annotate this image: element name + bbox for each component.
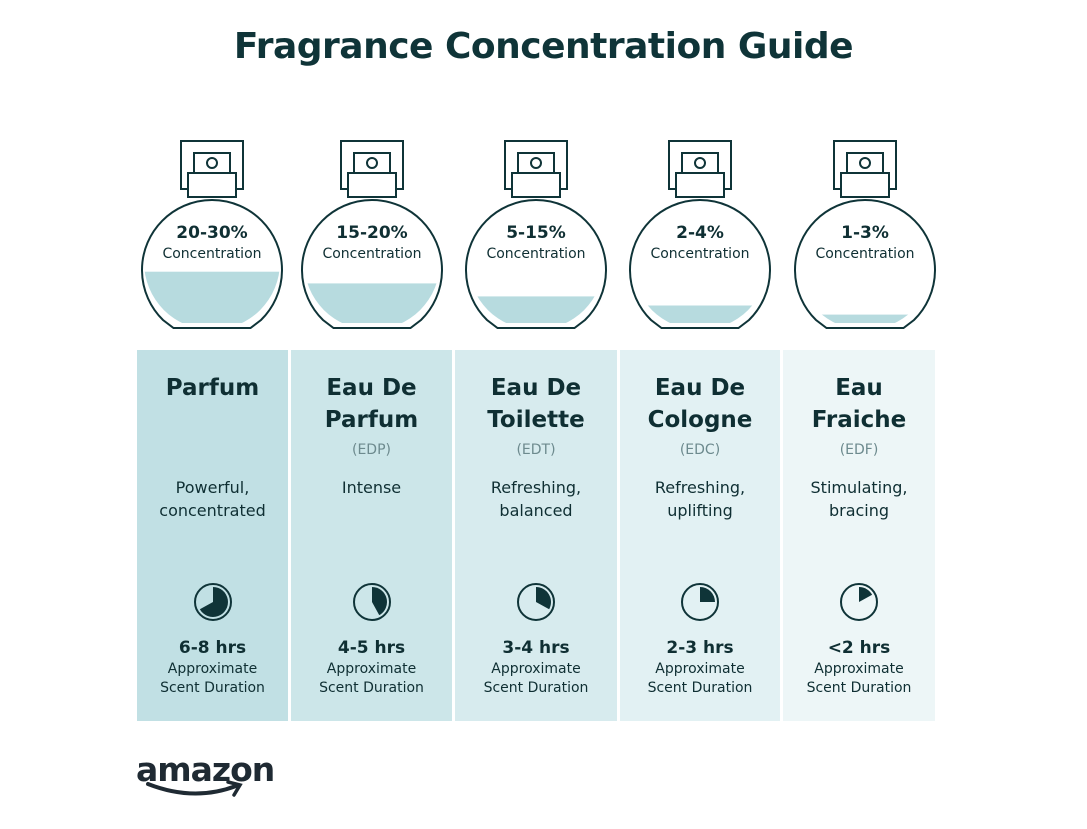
description-line: balanced [499,501,573,520]
type-name: Eau De Toilette [455,372,617,436]
concentration-label: Concentration [486,246,586,262]
type-description: Intense [291,476,452,499]
type-abbreviation: (EDP) [352,442,391,458]
concentration-value: 2-4% [676,223,724,243]
description-line: Refreshing, [654,478,746,497]
description-line: concentrated [159,501,266,520]
liquid-level [632,305,768,323]
type-name-line: Toilette [487,407,585,433]
duration-label-line: Scent Duration [483,680,589,696]
duration-value: 4-5 hrs [337,638,406,658]
duration-label-line: Approximate [814,661,904,677]
type-column-3: Eau De Toilette (EDT) Refreshing, balanced… [455,350,617,721]
amazon-logo: amazon [136,750,275,797]
description-line: bracing [828,501,890,520]
type-name-line: Eau De [490,375,582,401]
concentration-value: 1-3% [841,223,889,243]
duration-label-line: Scent Duration [160,680,265,696]
duration-label: Approximate Scent Duration [620,660,780,698]
bottle-icon [301,140,443,329]
concentration-value: 20-30% [176,223,248,243]
clock-icon [681,583,719,621]
bottle-4: 2-4% Concentration [620,135,780,335]
duration-value: 2-3 hrs [666,638,734,658]
duration-label: Approximate Scent Duration [783,660,935,698]
bottle-2: 15-20% Concentration [292,135,452,335]
clock-icon [840,583,878,621]
description-line: uplifting [667,501,733,520]
type-column-5: Eau Fraiche (EDF) Stimulating, bracing <2 … [783,350,935,721]
bottle-3: 5-15% Concentration [456,135,616,335]
type-abbreviation: (EDF) [839,442,879,458]
bottle-icon [141,140,283,329]
type-description: Stimulating, bracing [783,476,935,522]
liquid-level [797,314,933,323]
duration-label-line: Approximate [167,661,258,677]
type-column-4: Eau De Cologne (EDC) Refreshing, uplifting… [620,350,780,721]
type-name-line: Eau [835,375,883,401]
type-column-1: Parfum Powerful, concentrated 6-8 hrs App… [137,350,288,721]
clock-icon [517,583,555,621]
smile-arrow-icon [146,780,243,797]
duration-label-line: Scent Duration [647,680,753,696]
type-name: Eau De Cologne [620,372,780,436]
type-name: Parfum [137,372,288,404]
type-name-line: Parfum [165,375,260,401]
concentration-label: Concentration [650,246,750,262]
type-name: Eau Fraiche [783,372,935,436]
type-description: Refreshing, uplifting [620,476,780,522]
description-line: Intense [341,478,402,497]
duration-label-line: Approximate [655,661,745,677]
bottle-icon [794,140,936,329]
concentration-value: 5-15% [506,223,566,243]
liquid-level [144,271,280,323]
concentration-label: Concentration [815,246,915,262]
type-name-line: Eau De [654,375,746,401]
description-line: Powerful, [175,478,250,497]
type-name-line: Eau De [326,375,417,401]
duration-label: Approximate Scent Duration [137,660,288,698]
duration-value: <2 hrs [827,638,891,658]
type-abbreviation: (EDC) [679,442,721,458]
bottle-icon [629,140,771,329]
duration-label-line: Scent Duration [319,680,424,696]
clock-icon [193,583,232,621]
duration-label-line: Approximate [491,661,581,677]
type-abbreviation: (EDT) [516,442,556,458]
liquid-level [304,283,440,323]
type-description: Powerful, concentrated [137,476,288,522]
duration-label-line: Approximate [326,661,417,677]
bottle-1: 20-30% Concentration [132,135,292,335]
type-name-line: Cologne [647,407,753,433]
duration-label-line: Scent Duration [806,680,912,696]
duration-label: Approximate Scent Duration [291,660,452,698]
duration-value: 6-8 hrs [178,638,247,658]
type-name-line: Parfum [324,407,419,433]
concentration-label: Concentration [162,246,262,262]
type-description: Refreshing, balanced [455,476,617,522]
bottle-icon [465,140,607,329]
duration-label: Approximate Scent Duration [455,660,617,698]
type-name: Eau De Parfum [291,372,452,436]
concentration-label: Concentration [322,246,422,262]
description-line: Stimulating, [810,478,908,497]
duration-value: 3-4 hrs [502,638,570,658]
clock-icon [352,583,391,621]
type-column-2: Eau De Parfum (EDP) Intense 4-5 hrs Appro… [291,350,452,721]
bottle-5: 1-3% Concentration [785,135,945,335]
concentration-value: 15-20% [336,223,408,243]
description-line: Refreshing, [490,478,582,497]
page-title: Fragrance Concentration Guide [233,26,854,67]
type-name-line: Fraiche [811,407,907,433]
logo-text: amazon [136,750,275,789]
